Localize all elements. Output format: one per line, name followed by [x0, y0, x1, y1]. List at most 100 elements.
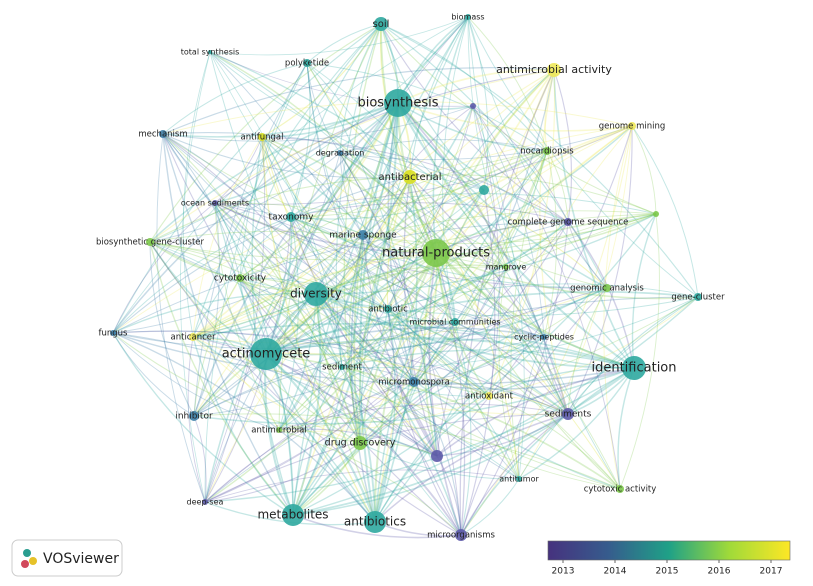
node: [628, 122, 636, 130]
edge: [315, 150, 548, 295]
edge: [292, 125, 633, 516]
edge: [387, 308, 569, 415]
edge: [112, 332, 376, 523]
edge: [239, 277, 699, 317]
edge: [467, 16, 489, 191]
edge: [192, 287, 608, 344]
edge: [149, 241, 490, 397]
node: [304, 282, 328, 306]
edge: [149, 241, 267, 355]
legend-tick-label: 2014: [604, 567, 627, 577]
edge: [214, 125, 633, 205]
edge: [162, 133, 389, 310]
edge: [278, 403, 569, 431]
edge: [261, 136, 292, 218]
edge: [341, 366, 361, 444]
legend-tick-label: 2017: [760, 567, 783, 577]
logo-icon: [29, 557, 37, 565]
edge: [214, 202, 280, 431]
edge: [239, 277, 343, 368]
edge: [149, 241, 545, 338]
node: [339, 364, 345, 370]
edge: [162, 133, 462, 536]
node-label: genome mining: [599, 122, 666, 132]
edge: [162, 133, 317, 295]
edge: [239, 277, 294, 516]
edge: [112, 292, 317, 334]
edge: [290, 150, 548, 218]
edge: [315, 293, 438, 457]
node: [616, 485, 624, 493]
edge: [362, 234, 438, 457]
edge: [112, 176, 411, 334]
edge: [435, 252, 490, 397]
edge: [387, 308, 462, 536]
edge: [374, 69, 555, 523]
edge: [409, 16, 469, 178]
edge: [192, 266, 507, 338]
node-label: nocardiopsis: [520, 147, 574, 157]
edge: [362, 213, 657, 245]
node-label: micromonospora: [378, 378, 450, 388]
edge: [192, 336, 361, 444]
edge: [341, 213, 657, 368]
edge: [261, 136, 635, 369]
logo-box[interactable]: [11, 539, 123, 577]
edge: [162, 133, 438, 457]
edge: [353, 102, 399, 444]
edge: [265, 16, 469, 355]
edge: [209, 51, 415, 383]
edge: [435, 252, 699, 300]
edge: [204, 321, 456, 503]
edge: [413, 252, 438, 383]
edge: [488, 366, 635, 397]
edge: [149, 23, 382, 243]
edge: [193, 221, 569, 417]
node: [694, 293, 702, 301]
edge: [380, 23, 485, 191]
edge: [192, 176, 411, 338]
edge: [435, 252, 635, 369]
edge: [387, 69, 555, 310]
node-label: antibiotic: [368, 305, 408, 315]
edge: [413, 367, 635, 390]
edge: [214, 202, 507, 268]
node-label: deep-sea: [187, 498, 224, 507]
edge: [261, 102, 399, 138]
node: [562, 408, 574, 420]
node-label: polyketide: [285, 59, 329, 69]
edge: [467, 16, 699, 298]
edge: [488, 125, 633, 397]
logo[interactable]: VOSviewer: [11, 539, 123, 577]
edge: [112, 332, 635, 385]
edge: [265, 353, 621, 490]
node: [189, 333, 197, 341]
edge: [339, 152, 438, 457]
edge: [374, 266, 507, 523]
edge: [204, 136, 266, 503]
edge: [454, 321, 472, 536]
edge: [162, 132, 485, 191]
edge: [454, 321, 635, 369]
edge: [603, 125, 633, 490]
edge: [265, 221, 569, 355]
node-label: inhibitor: [175, 412, 213, 422]
edge: [467, 16, 621, 490]
edge: [162, 105, 474, 142]
edge: [380, 23, 657, 215]
edge: [397, 102, 507, 268]
edge: [251, 136, 294, 516]
node-label: identification: [591, 361, 676, 376]
edge: [162, 133, 376, 523]
edge: [239, 277, 621, 490]
edge: [261, 136, 438, 457]
edge: [518, 296, 699, 480]
edge: [436, 413, 569, 457]
edge: [387, 308, 456, 323]
edge: [192, 252, 437, 338]
edge: [290, 189, 485, 220]
edge: [460, 125, 633, 536]
edge: [341, 366, 621, 490]
edge: [112, 332, 438, 457]
